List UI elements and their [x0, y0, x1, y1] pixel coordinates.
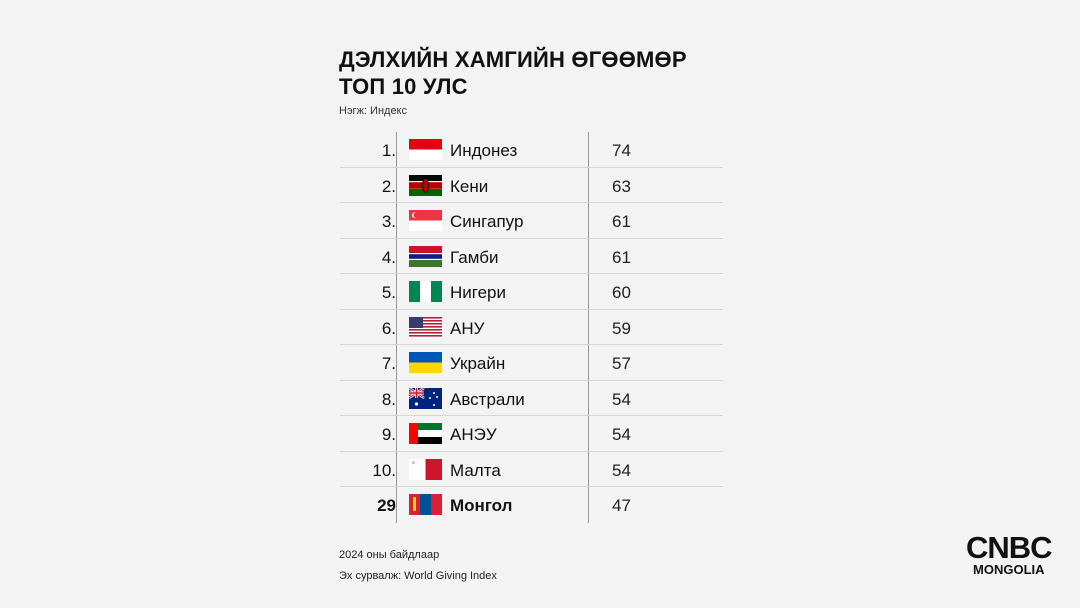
table-row: 3. Сингапур 61 [340, 203, 723, 239]
page-title: ДЭЛХИЙН ХАМГИЙН ӨГӨӨМӨР ТОП 10 УЛС [339, 46, 687, 100]
rank: 7. [381, 354, 396, 373]
rank: 5. [381, 283, 396, 302]
index-value: 54 [612, 389, 631, 409]
table-row: 6. АНУ 59 [340, 309, 723, 345]
index-value: 61 [612, 247, 631, 267]
country-name: Украйн [450, 354, 506, 373]
column-divider [588, 167, 589, 202]
column-divider [588, 238, 589, 273]
column-divider [396, 487, 397, 523]
rank: 8. [381, 389, 396, 409]
kenya-flag-icon [409, 174, 442, 196]
index-value: 61 [612, 212, 631, 231]
table-row: 9. АНЭУ 54 [340, 416, 723, 452]
index-value: 47 [612, 496, 631, 515]
column-divider [396, 132, 397, 167]
rank: 6. [381, 318, 396, 338]
logo-line-1: CNBC [966, 530, 1053, 565]
rank: 1. [381, 141, 396, 160]
table-row: 4. Гамби 61 [340, 238, 723, 274]
rank: 10. [372, 460, 396, 480]
country-name: Гамби [450, 247, 499, 267]
cnbc-mongolia-logo: CNBC MONGOLIA [966, 530, 1053, 577]
country-name: Индонез [450, 141, 518, 160]
table-row: 7. Украйн 57 [340, 345, 723, 381]
column-divider [396, 451, 397, 486]
index-value: 54 [612, 425, 631, 444]
column-divider [396, 274, 397, 309]
malta-flag-icon [409, 458, 442, 480]
footer-source: Эх сурвалж: World Giving Index [339, 570, 497, 582]
column-divider [588, 416, 589, 451]
gambia-flag-icon [409, 245, 442, 267]
table-row: 2. Кени 63 [340, 167, 723, 203]
footer-note: 2024 оны байдлаар [339, 549, 440, 561]
unit-label: Нэгж: Индекс [339, 105, 407, 117]
index-value: 63 [612, 176, 631, 196]
rank: 3. [381, 212, 396, 231]
column-divider [588, 487, 589, 523]
country-name: АНЭУ [450, 425, 497, 444]
column-divider [588, 380, 589, 415]
indonesia-flag-icon [409, 139, 442, 160]
usa-flag-icon [409, 316, 442, 338]
column-divider [396, 167, 397, 202]
country-name: Кени [450, 176, 489, 196]
index-value: 57 [612, 354, 631, 373]
rank: 2. [381, 176, 396, 196]
title-line-2: ТОП 10 УЛС [339, 74, 468, 99]
table-row: 5. Нигери 60 [340, 274, 723, 310]
uae-flag-icon [409, 423, 442, 444]
column-divider [396, 345, 397, 380]
country-name: Малта [450, 460, 501, 480]
table-row: 1. Индонез 74 [340, 132, 723, 168]
rank: 29 [377, 496, 396, 515]
rank: 4. [381, 247, 396, 267]
logo-line-2: MONGOLIA [973, 562, 1045, 577]
column-divider [588, 451, 589, 486]
column-divider [588, 345, 589, 380]
index-value: 54 [612, 460, 631, 480]
country-name: Нигери [450, 283, 507, 302]
column-divider [396, 203, 397, 238]
table-row: 10. Малта 54 [340, 451, 723, 487]
country-name: Монгол [450, 496, 513, 515]
column-divider [396, 309, 397, 344]
ukraine-flag-icon [409, 352, 442, 373]
rank: 9. [381, 425, 396, 444]
country-name: Австрали [450, 389, 525, 409]
title-line-1: ДЭЛХИЙН ХАМГИЙН ӨГӨӨМӨР [339, 47, 687, 72]
column-divider [588, 203, 589, 238]
column-divider [588, 132, 589, 167]
mongolia-flag-icon [409, 494, 442, 515]
table-row: 8. Австрали 54 [340, 380, 723, 416]
column-divider [396, 238, 397, 273]
table-row: 29 Монгол 47 [340, 487, 723, 523]
column-divider [396, 380, 397, 415]
column-divider [588, 274, 589, 309]
nigeria-flag-icon [409, 281, 442, 302]
column-divider [588, 309, 589, 344]
singapore-flag-icon [409, 210, 442, 231]
country-name: Сингапур [450, 212, 524, 231]
country-name: АНУ [450, 318, 485, 338]
australia-flag-icon [409, 387, 442, 409]
index-value: 74 [612, 141, 631, 160]
ranking-table: 1. Индонез 74 2. Кени 63 3. Сингапур 61 … [340, 132, 723, 523]
column-divider [396, 416, 397, 451]
index-value: 60 [612, 283, 631, 302]
index-value: 59 [612, 318, 631, 338]
